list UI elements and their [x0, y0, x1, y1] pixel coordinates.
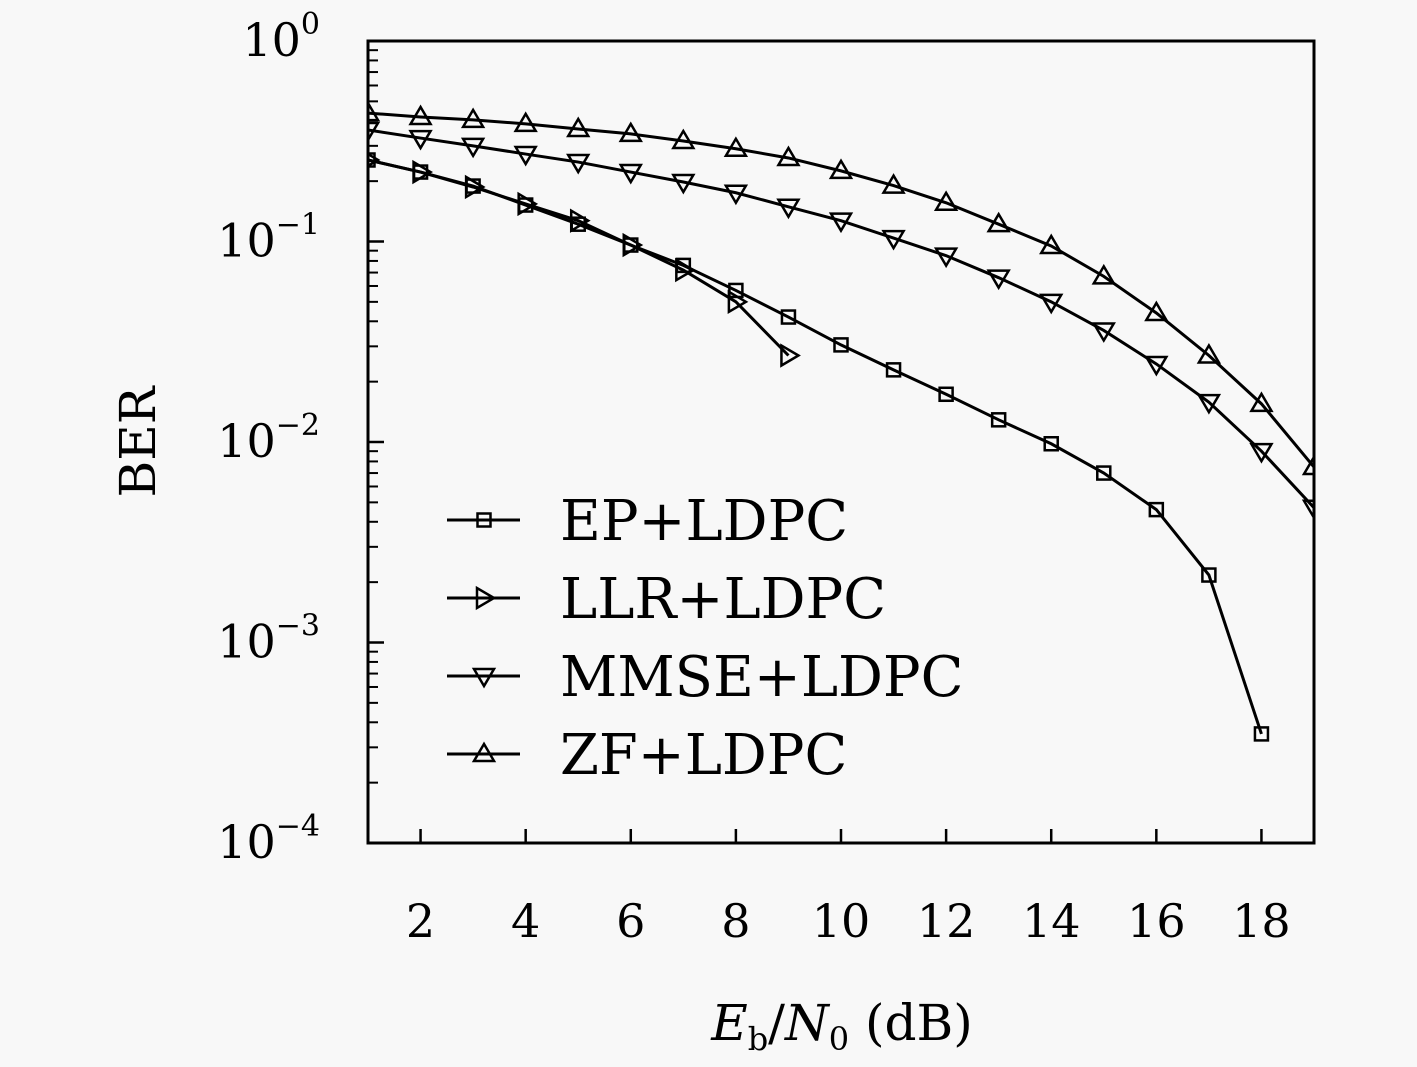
legend-label: ZF+LDPC [560, 723, 847, 788]
triangle-down-marker-icon [1091, 322, 1116, 343]
triangle-down-marker-icon [1196, 393, 1222, 415]
legend-item: MMSE+LDPC [447, 645, 963, 710]
series-zf-ldpc [368, 100, 1314, 476]
triangle-down-marker-icon [986, 269, 1011, 291]
triangle-down-marker-icon [723, 184, 749, 206]
triangle-right-marker-icon [412, 159, 434, 185]
x-tick-label: 18 [1232, 894, 1291, 948]
triangle-right-marker-icon [675, 257, 696, 283]
triangle-down-marker-icon [671, 173, 696, 195]
triangle-up-marker-icon [881, 173, 906, 194]
triangle-up-marker-icon [566, 116, 591, 138]
triangle-up-marker-icon [986, 211, 1011, 233]
y-tick-label: 10−2 [217, 408, 320, 468]
square-marker-icon [990, 412, 1007, 428]
legend-item: LLR+LDPC [447, 567, 886, 632]
triangle-up-marker-icon [1249, 391, 1274, 413]
y-axis-label: BER [109, 385, 167, 497]
triangle-down-marker-icon [408, 129, 433, 151]
triangle-down-marker-icon [618, 163, 643, 185]
triangle-up-marker-icon [933, 190, 959, 212]
legend-item: ZF+LDPC [447, 723, 847, 788]
triangle-up-marker-icon [368, 100, 381, 122]
square-marker-icon [780, 309, 797, 325]
triangle-down-marker-icon [776, 198, 801, 220]
y-tick-label: 10−3 [217, 609, 320, 669]
series-line [368, 128, 1314, 509]
triangle-down-marker-icon [1301, 499, 1314, 521]
series-llr-ldpc [368, 152, 801, 368]
triangle-up-marker-icon [471, 741, 497, 763]
triangle-right-marker-icon [368, 152, 381, 168]
y-tick-label: 10−1 [217, 208, 320, 268]
triangle-right-marker-icon [475, 585, 497, 611]
square-marker-icon [833, 337, 849, 353]
legend-label: LLR+LDPC [560, 567, 886, 632]
triangle-right-marker-icon [622, 232, 644, 258]
triangle-down-marker-icon [933, 247, 959, 269]
triangle-right-marker-icon [569, 208, 591, 233]
triangle-right-marker-icon [727, 289, 749, 315]
square-marker-icon [938, 386, 954, 403]
series-line [368, 111, 1314, 469]
triangle-up-marker-icon [1144, 300, 1169, 322]
triangle-up-marker-icon [723, 136, 749, 158]
triangle-down-marker-icon [566, 153, 591, 175]
x-tick-label: 10 [812, 894, 871, 948]
square-marker-icon [885, 362, 902, 378]
triangle-down-marker-icon [1144, 355, 1169, 377]
x-tick-label: 8 [721, 894, 750, 948]
x-tick-label: 14 [1022, 894, 1081, 948]
x-axis-ticks: 2 4 6 8 10 12 14 16 18 [406, 829, 1291, 948]
triangle-down-marker-icon [460, 137, 486, 159]
legend-item: EP+LDPC [447, 489, 848, 554]
square-marker-icon [1201, 567, 1217, 583]
triangle-down-marker-icon [828, 212, 854, 234]
square-marker-icon [1253, 726, 1270, 742]
square-marker-icon [1148, 501, 1165, 518]
y-axis-ticks: 100 10−1 10−2 10−3 10−4 [217, 7, 384, 869]
triangle-down-marker-icon [1039, 293, 1064, 315]
y-tick-label: 100 [242, 7, 320, 67]
x-tick-label: 6 [616, 894, 645, 948]
legend-label: EP+LDPC [560, 489, 848, 554]
square-marker-icon [1043, 436, 1059, 452]
triangle-up-marker-icon [1196, 343, 1222, 364]
series-line [368, 158, 790, 357]
triangle-up-marker-icon [513, 111, 538, 133]
legend-label: MMSE+LDPC [560, 645, 963, 710]
triangle-up-marker-icon [1039, 233, 1064, 255]
triangle-up-marker-icon [460, 107, 486, 129]
x-axis-label: Eb/N0 (dB) [710, 994, 973, 1058]
data-series [368, 100, 1314, 742]
triangle-up-marker-icon [671, 128, 696, 150]
x-tick-label: 4 [511, 894, 540, 948]
triangle-up-marker-icon [1091, 263, 1116, 285]
triangle-up-marker-icon [828, 158, 854, 180]
y-minor-ticks [368, 49, 378, 784]
square-marker-icon [1096, 465, 1112, 481]
y-tick-label: 10−4 [217, 809, 320, 869]
triangle-right-marker-icon [517, 191, 539, 217]
x-tick-label: 2 [406, 894, 435, 948]
triangle-down-marker-icon [368, 121, 381, 143]
triangle-down-marker-icon [471, 667, 497, 689]
series-mmse-ldpc [368, 121, 1314, 521]
triangle-down-marker-icon [513, 145, 538, 167]
legend: EP+LDPC LLR+LDPC MMSE+LDPC ZF+LDPC [447, 489, 963, 788]
square-marker-icon [476, 512, 492, 528]
triangle-right-marker-icon [780, 343, 801, 368]
triangle-up-marker-icon [408, 104, 433, 126]
x-tick-label: 16 [1127, 894, 1186, 948]
triangle-down-marker-icon [881, 229, 906, 251]
triangle-up-marker-icon [776, 145, 801, 167]
triangle-up-marker-icon [618, 121, 643, 143]
triangle-down-marker-icon [1249, 442, 1274, 464]
triangle-right-marker-icon [464, 174, 486, 200]
triangle-up-marker-icon [1301, 454, 1314, 476]
x-tick-label: 12 [917, 894, 976, 948]
